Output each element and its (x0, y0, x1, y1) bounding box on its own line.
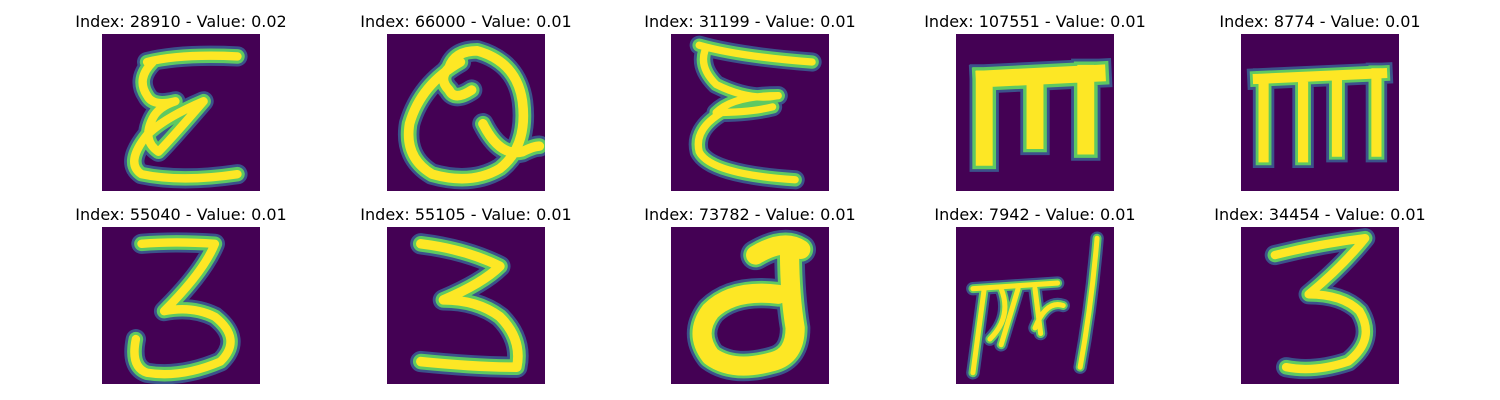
panel-7: Index: 55105 - Value: 0.01 (346, 205, 586, 385)
panel-10: Index: 34454 - Value: 0.01 (1200, 205, 1440, 385)
m-glyph-image (1241, 34, 1399, 191)
three-glyph-image (1241, 227, 1399, 384)
three-glyph-image (102, 227, 260, 384)
panel-3: Index: 31199 - Value: 0.01 (630, 12, 870, 192)
panel-title: Index: 31199 - Value: 0.01 (644, 12, 856, 31)
panel-title: Index: 55105 - Value: 0.01 (360, 205, 572, 224)
panel-5: Index: 8774 - Value: 0.01 (1200, 12, 1440, 192)
epsilon-glyph-image (102, 34, 260, 191)
panel-title: Index: 107551 - Value: 0.01 (924, 12, 1146, 31)
script-glyph-image (956, 227, 1114, 384)
q-glyph-image (387, 34, 545, 191)
epsilon-glyph-image (671, 34, 829, 191)
panel-title: Index: 73782 - Value: 0.01 (644, 205, 856, 224)
m-glyph-image (956, 34, 1114, 191)
panel-6: Index: 55040 - Value: 0.01 (61, 205, 301, 385)
panel-8: Index: 73782 - Value: 0.01 (630, 205, 870, 385)
panel-title: Index: 34454 - Value: 0.01 (1214, 205, 1426, 224)
panel-2: Index: 66000 - Value: 0.01 (346, 12, 586, 192)
panel-9: Index: 7942 - Value: 0.01 (915, 205, 1155, 385)
panel-title: Index: 8774 - Value: 0.01 (1219, 12, 1421, 31)
panel-title: Index: 66000 - Value: 0.01 (360, 12, 572, 31)
panel-title: Index: 7942 - Value: 0.01 (934, 205, 1136, 224)
three-glyph-image (387, 227, 545, 384)
panel-title: Index: 28910 - Value: 0.02 (75, 12, 287, 31)
panel-title: Index: 55040 - Value: 0.01 (75, 205, 287, 224)
d-glyph-image (671, 227, 829, 384)
panel-1: Index: 28910 - Value: 0.02 (61, 12, 301, 192)
panel-4: Index: 107551 - Value: 0.01 (915, 12, 1155, 192)
